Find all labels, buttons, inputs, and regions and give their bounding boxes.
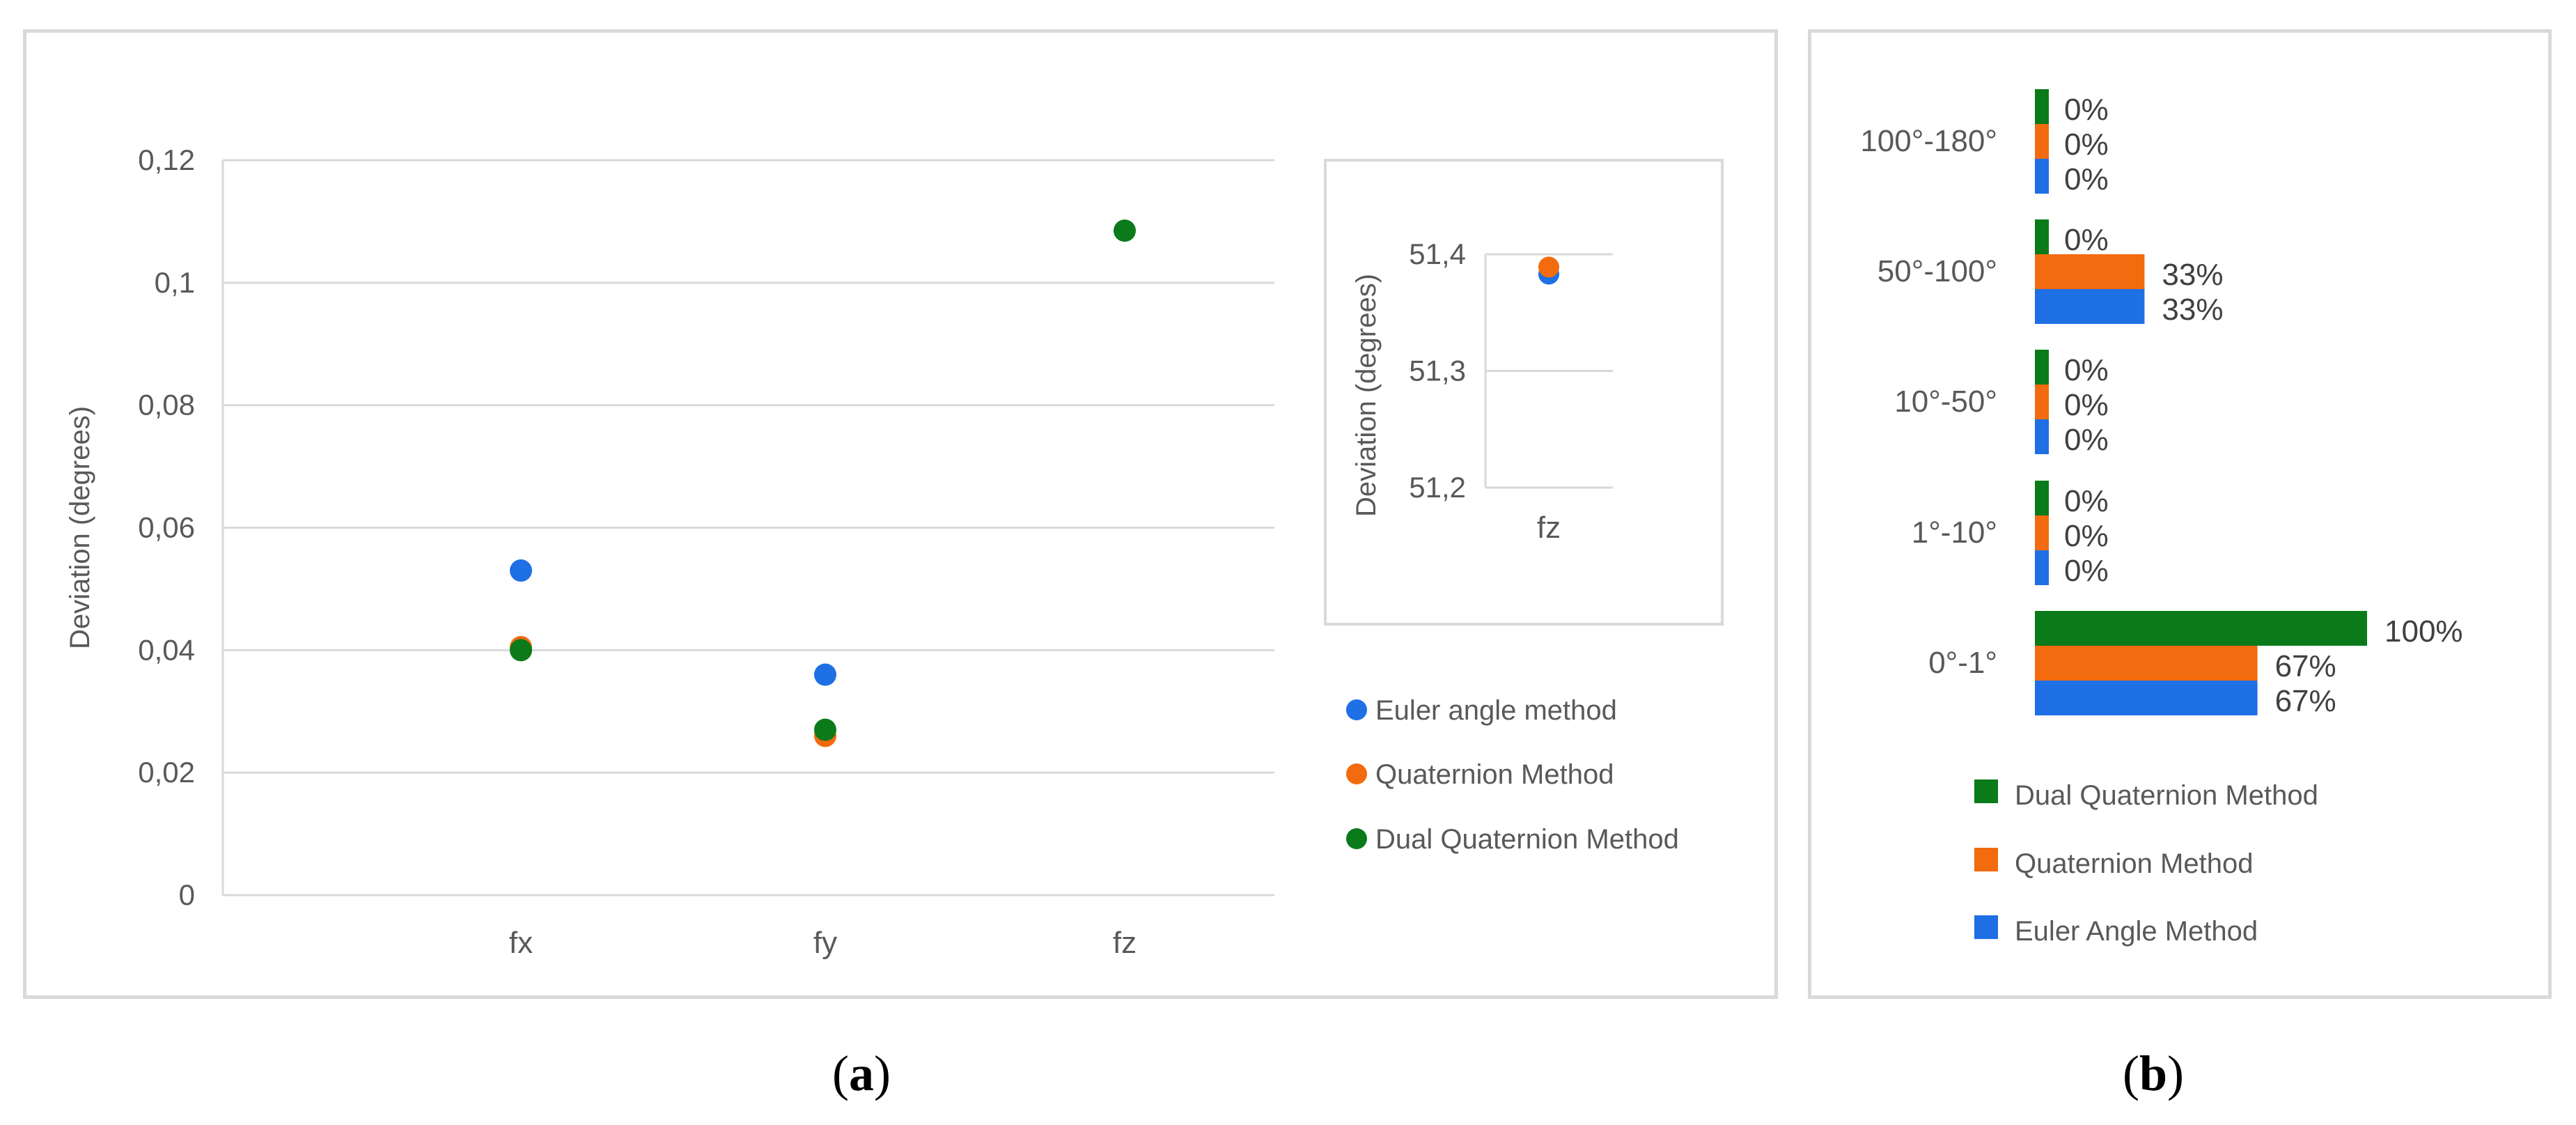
bar-euler-angle-method-3 bbox=[2035, 550, 2049, 585]
legend-label-1: Quaternion Method bbox=[1375, 759, 1614, 790]
x-tick-label-fz: fz bbox=[1113, 926, 1137, 960]
bar-value-label-2-2: 0% bbox=[2064, 423, 2109, 457]
bar-dual-quaternion-method-3 bbox=[2035, 481, 2049, 515]
inset-y-tick-label-0: 51,2 bbox=[1409, 471, 1466, 504]
bar-legend-marker-2 bbox=[1974, 915, 1998, 939]
legend-marker-1 bbox=[1346, 763, 1367, 784]
bar-quaternion-method-1 bbox=[2035, 254, 2145, 289]
y-tick-label-5: 0,1 bbox=[155, 266, 195, 299]
x-tick-label-fy: fy bbox=[813, 926, 837, 960]
inset-frame bbox=[1324, 159, 1724, 626]
bar-dual-quaternion-method-2 bbox=[2035, 350, 2049, 385]
bar-value-label-1-1: 33% bbox=[2162, 258, 2223, 292]
point-dual-quaternion-method-fy bbox=[814, 718, 836, 741]
bar-value-label-2-1: 33% bbox=[2162, 293, 2223, 327]
category-label-1: 50°-100° bbox=[1878, 254, 1997, 288]
bar-legend-label-1: Quaternion Method bbox=[2015, 848, 2253, 879]
category-label-4: 0°-1° bbox=[1928, 646, 1997, 680]
y-tick-label-3: 0,06 bbox=[138, 511, 195, 544]
caption-b: (b) bbox=[2123, 1045, 2184, 1103]
bar-euler-angle-method-2 bbox=[2035, 419, 2049, 454]
legend-label-2: Dual Quaternion Method bbox=[1375, 824, 1679, 855]
bar-chart-panel bbox=[1808, 29, 2552, 999]
caption-a: (a) bbox=[832, 1045, 891, 1103]
bar-value-label-0-2: 0% bbox=[2064, 353, 2109, 387]
bar-value-label-2-3: 0% bbox=[2064, 554, 2109, 588]
category-label-3: 1°-10° bbox=[1912, 515, 1997, 550]
inset-y-tick-label-2: 51,4 bbox=[1409, 238, 1466, 270]
bar-value-label-2-4: 67% bbox=[2275, 684, 2336, 718]
legend-marker-2 bbox=[1346, 828, 1367, 849]
legend-label-0: Euler angle method bbox=[1375, 695, 1617, 726]
bar-legend-marker-0 bbox=[1974, 779, 1998, 803]
bar-quaternion-method-4 bbox=[2035, 646, 2258, 681]
bar-legend-marker-1 bbox=[1974, 848, 1998, 871]
bar-dual-quaternion-method-1 bbox=[2035, 219, 2049, 254]
y-axis-title: Deviation (degrees) bbox=[65, 406, 95, 649]
category-label-0: 100°-180° bbox=[1860, 124, 1997, 158]
bar-quaternion-method-0 bbox=[2035, 124, 2049, 159]
category-label-2: 10°-50° bbox=[1894, 385, 1997, 419]
bar-value-label-0-3: 0% bbox=[2064, 484, 2109, 518]
inset-y-axis-title: Deviation (degrees) bbox=[1351, 274, 1382, 517]
bar-dual-quaternion-method-0 bbox=[2035, 89, 2049, 124]
point-dual-quaternion-method-fz bbox=[1114, 219, 1136, 242]
bar-quaternion-method-2 bbox=[2035, 385, 2049, 419]
y-tick-label-1: 0,02 bbox=[138, 756, 195, 789]
point-euler-angle-method-fy bbox=[814, 663, 836, 686]
bar-value-label-0-1: 0% bbox=[2064, 223, 2109, 257]
caption-b-text: (b) bbox=[2123, 1046, 2185, 1101]
legend-marker-0 bbox=[1346, 699, 1367, 720]
bar-euler-angle-method-0 bbox=[2035, 159, 2049, 194]
bar-value-label-1-2: 0% bbox=[2064, 388, 2109, 422]
inset-y-tick-label-1: 51,3 bbox=[1409, 355, 1466, 387]
bar-euler-angle-method-4 bbox=[2035, 681, 2258, 715]
bar-legend-label-2: Euler Angle Method bbox=[2015, 916, 2258, 947]
bar-value-label-1-3: 0% bbox=[2064, 519, 2109, 553]
bar-dual-quaternion-method-4 bbox=[2035, 611, 2367, 646]
bar-value-label-1-0: 0% bbox=[2064, 127, 2109, 162]
bar-legend-label-0: Dual Quaternion Method bbox=[2015, 780, 2318, 811]
caption-a-text: (a) bbox=[832, 1046, 891, 1101]
y-tick-label-6: 0,12 bbox=[138, 143, 195, 176]
bar-quaternion-method-3 bbox=[2035, 515, 2049, 550]
y-tick-label-4: 0,08 bbox=[138, 389, 195, 421]
y-tick-label-0: 0 bbox=[179, 878, 195, 911]
bar-value-label-0-4: 100% bbox=[2384, 614, 2463, 649]
bar-value-label-2-0: 0% bbox=[2064, 162, 2109, 196]
y-tick-label-2: 0,04 bbox=[138, 633, 195, 666]
inset-point-1 bbox=[1538, 256, 1559, 278]
x-tick-label-fx: fx bbox=[509, 926, 533, 960]
bar-value-label-1-4: 67% bbox=[2275, 649, 2336, 683]
bar-euler-angle-method-1 bbox=[2035, 289, 2145, 324]
point-dual-quaternion-method-fx bbox=[510, 639, 532, 662]
inset-x-tick-label-fz: fz bbox=[1537, 511, 1561, 545]
point-euler-angle-method-fx bbox=[510, 559, 532, 582]
bar-value-label-0-0: 0% bbox=[2064, 93, 2109, 127]
